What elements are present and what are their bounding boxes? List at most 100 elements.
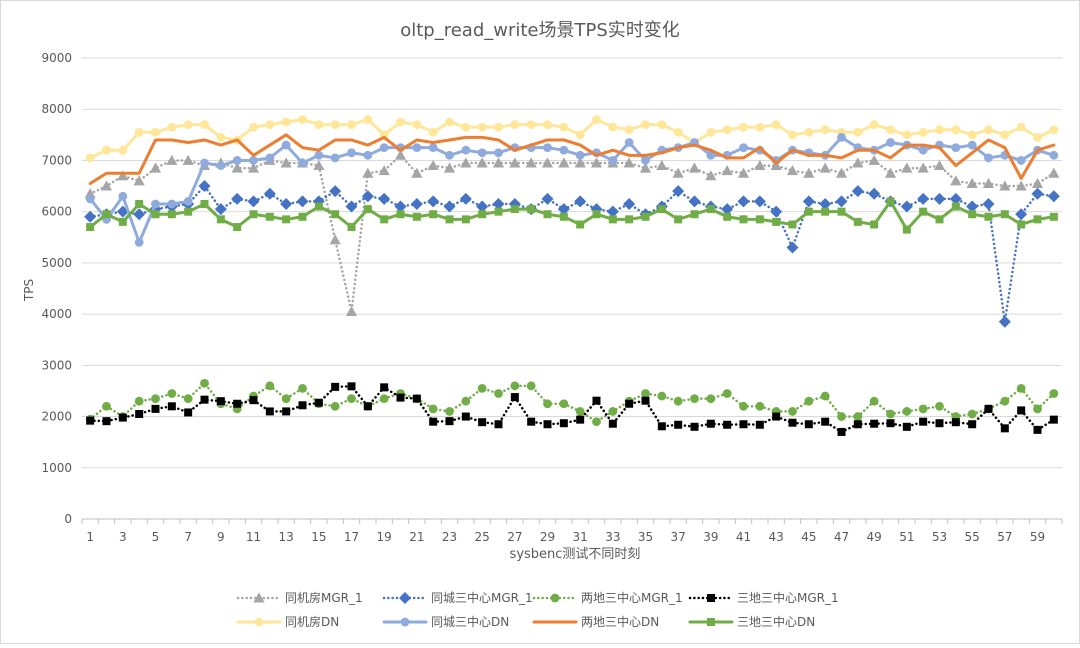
series-line [88,382,1056,423]
data-point [429,210,438,219]
legend: 同机房MGR_1 同城三中心MGR_1 两地三中心MGR_1 三地三中心MGR_1 同机… [236,590,839,629]
data-point [412,120,422,129]
data-point [200,158,209,168]
data-point [608,156,618,165]
data-point [183,394,193,404]
x-tick-label: 39 [703,530,718,544]
data-point [1049,415,1058,424]
data-point [281,394,291,404]
y-tick-label: 0 [64,512,72,526]
data-point [265,407,274,416]
data-point [363,115,373,124]
data-point [819,197,832,210]
series-7 [88,133,1056,185]
data-point [558,157,570,168]
data-point [902,422,911,431]
data-point [770,159,782,171]
data-point [543,210,552,219]
legend-swatch-marker [253,592,265,603]
data-point [575,407,585,416]
data-point [232,156,242,165]
x-tick-label: 17 [344,530,359,544]
data-point [706,127,716,137]
data-point [819,162,831,173]
data-point [999,180,1011,191]
data-point [935,401,944,411]
legend-label: 三地三中心DN [737,614,815,629]
data-point [151,199,160,209]
data-point [249,156,258,165]
data-point [853,412,863,421]
data-point [102,417,111,426]
data-point [492,197,505,210]
data-point [167,389,177,398]
data-point [1033,404,1042,414]
data-point [494,122,503,132]
data-point [394,200,407,213]
data-point [86,223,95,232]
data-point [135,409,144,418]
data-point [494,420,503,429]
data-point [183,120,193,129]
data-point [624,138,634,147]
legend-swatch-marker [400,617,410,627]
data-point [803,167,815,178]
data-point [280,157,292,168]
x-tick-label: 59 [1030,530,1045,544]
data-point [443,200,456,213]
data-point [200,120,209,129]
y-tick-label: 6000 [41,205,72,219]
data-point [788,220,797,229]
data-point [510,205,519,214]
data-point [804,127,814,137]
data-point [853,217,862,226]
data-point [723,420,732,429]
data-point [118,191,128,201]
data-point [410,197,423,210]
data-point [739,420,748,429]
data-point [443,162,456,173]
data-point [118,217,127,226]
gridlines [82,57,1062,469]
data-point [102,401,111,411]
data-point [641,212,650,221]
data-point [559,122,569,132]
data-point [231,162,243,173]
x-tick-label: 21 [409,530,424,544]
data-point [151,210,160,219]
data-point [330,120,340,129]
data-point [804,420,813,429]
data-point [330,153,340,163]
data-point [1017,220,1026,229]
data-point [706,205,715,214]
data-point [821,417,830,426]
data-point [886,138,895,147]
data-point [754,159,766,171]
data-point [429,417,438,426]
data-point [494,389,503,398]
x-tick-label: 43 [769,530,784,544]
data-point [723,212,732,221]
data-point [984,153,993,163]
data-point [183,197,193,206]
legend-label: 同机房DN [285,614,339,629]
legend-swatch-marker [254,617,264,627]
data-point [672,185,685,198]
data-point [935,125,944,135]
data-point [378,192,391,205]
series-layer [84,115,1060,436]
data-point [998,315,1011,328]
data-point [363,402,372,411]
data-point [559,419,568,428]
data-point [280,197,293,210]
y-tick-label: 3000 [41,358,72,372]
data-point [950,175,962,186]
data-point [167,210,176,219]
data-point [216,132,226,142]
legend-entry: 三地三中心DN [688,614,815,629]
series-line [88,133,1056,185]
data-point [541,157,554,168]
data-point [1016,122,1026,132]
data-point [361,190,374,203]
data-point [347,382,356,391]
